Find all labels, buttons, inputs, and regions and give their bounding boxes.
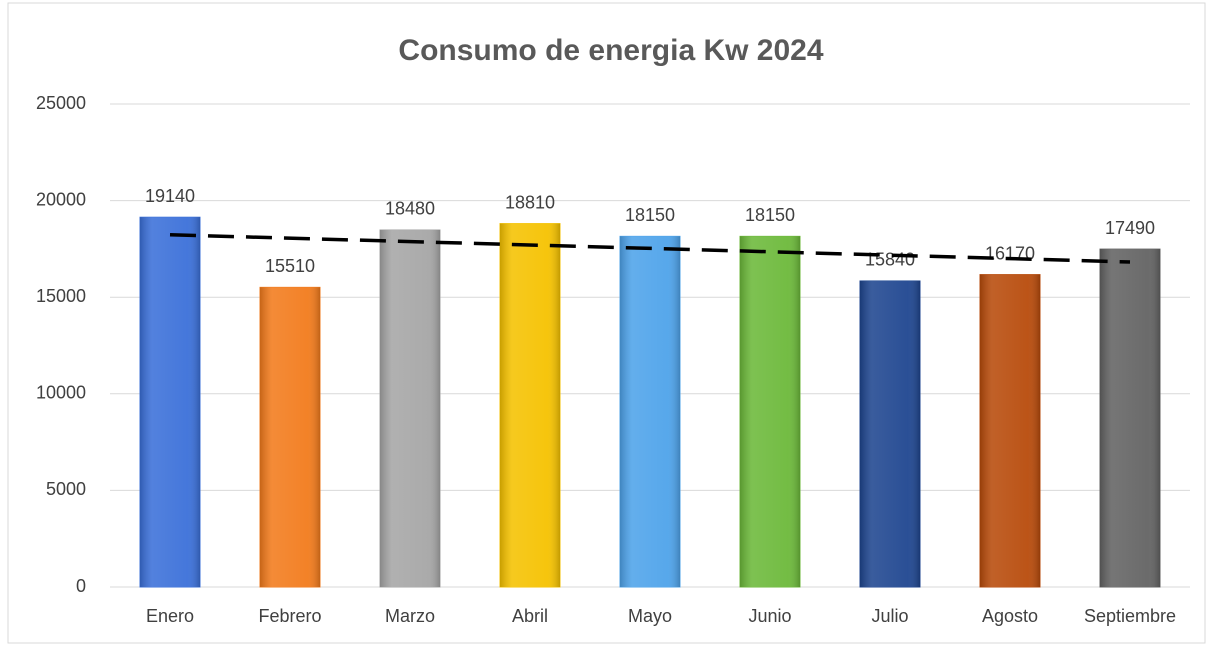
bar [259,286,321,588]
bar [739,235,801,588]
bar [499,223,561,588]
bar [379,229,441,588]
bar [979,274,1041,588]
data-label: 18810 [505,192,555,212]
x-tick-label: Julio [871,606,908,626]
y-tick-label: 20000 [36,189,86,209]
y-tick-label: 5000 [46,479,86,499]
y-tick-label: 0 [76,576,86,596]
data-label: 19140 [145,186,195,206]
data-label: 18480 [385,199,435,219]
data-label: 17490 [1105,218,1155,238]
data-label: 18150 [625,205,675,225]
y-tick-label: 15000 [36,286,86,306]
bar [619,235,681,588]
x-tick-label: Febrero [258,606,321,626]
bar [139,216,201,588]
chart-title: Consumo de energia Kw 2024 [398,34,823,67]
x-tick-label: Enero [146,606,194,626]
x-tick-label: Mayo [628,606,672,626]
trendline [169,233,1131,264]
data-label: 18150 [745,205,795,225]
y-tick-label: 25000 [36,93,86,113]
y-tick-label: 10000 [36,383,86,403]
data-label: 15840 [865,250,915,270]
x-tick-label: Abril [512,606,548,626]
data-label: 15510 [265,256,315,276]
x-tick-label: Agosto [982,606,1038,626]
x-tick-label: Septiembre [1084,606,1176,626]
bar [859,280,921,588]
x-tick-label: Marzo [385,606,435,626]
x-tick-label: Junio [748,606,791,626]
bar [1099,248,1161,588]
